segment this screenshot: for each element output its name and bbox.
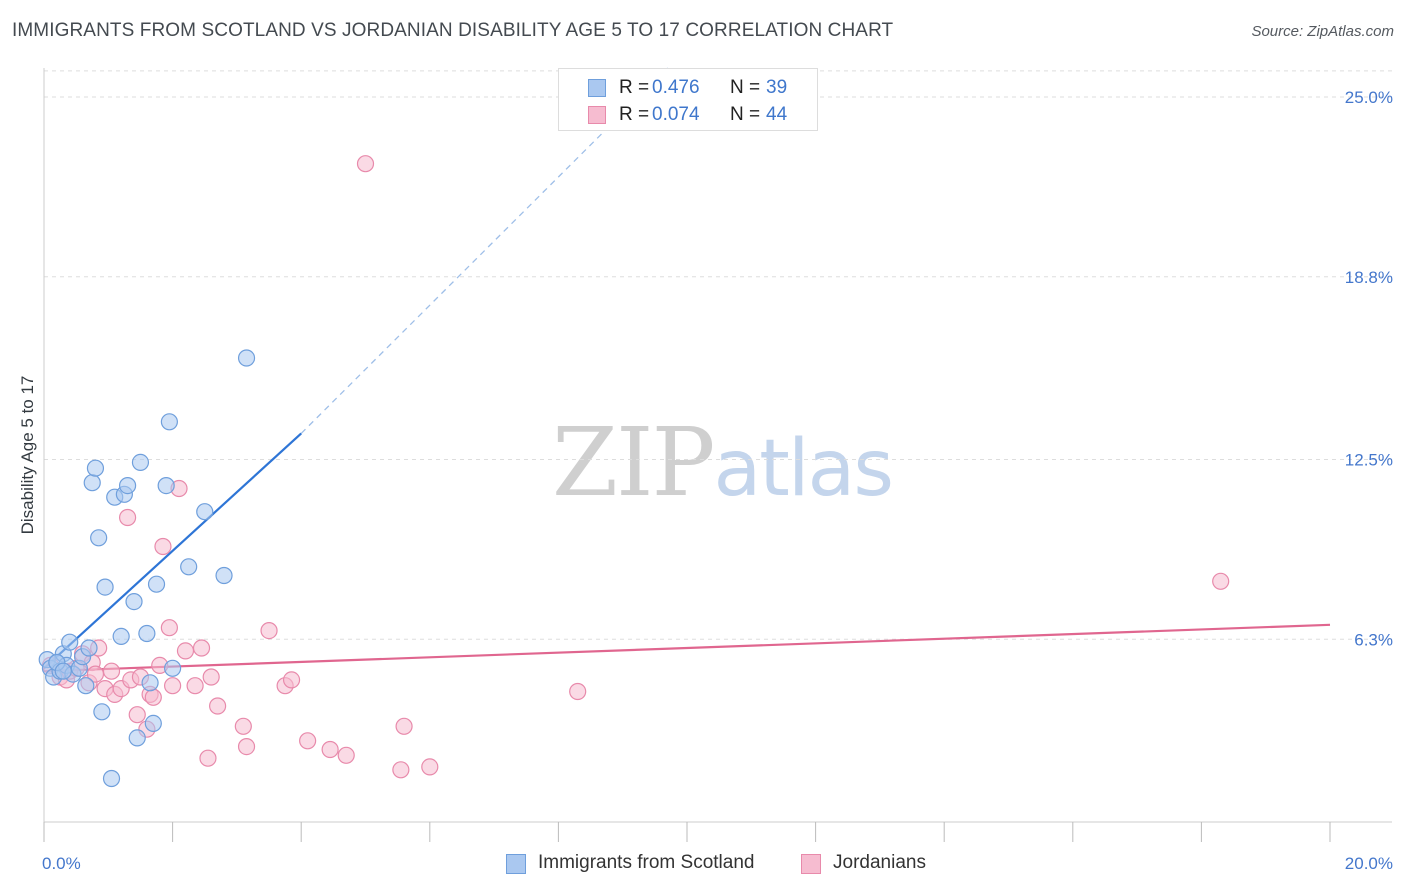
data-point-jordanians bbox=[202, 668, 220, 686]
data-point-jordanians bbox=[569, 682, 587, 701]
data-point-scotland bbox=[180, 558, 198, 576]
x-tick-labels: 0.0% 20.0% bbox=[42, 854, 1393, 873]
data-point-scotland bbox=[93, 703, 111, 721]
data-point-scotland bbox=[237, 349, 256, 367]
scotland-legend-swatch bbox=[506, 854, 526, 874]
data-point-jordanians bbox=[392, 761, 410, 779]
data-point-jordanians bbox=[260, 621, 278, 640]
watermark-zip: ZIP bbox=[552, 408, 715, 518]
y-tick-label: 18.8% bbox=[1345, 268, 1393, 287]
r-label: R = bbox=[619, 104, 650, 125]
data-point-scotland bbox=[125, 592, 143, 611]
data-point-jordanians bbox=[186, 677, 204, 695]
chart-title: IMMIGRANTS FROM SCOTLAND VS JORDANIAN DI… bbox=[12, 20, 894, 41]
trend-line-scotland bbox=[43, 432, 302, 670]
y-tick-label: 12.5% bbox=[1345, 451, 1393, 470]
data-point-scotland bbox=[138, 624, 156, 643]
data-point-scotland bbox=[77, 677, 95, 695]
points-jordanians bbox=[41, 155, 1230, 779]
data-point-scotland bbox=[164, 659, 182, 677]
data-point-scotland bbox=[141, 674, 159, 692]
data-point-jordanians bbox=[199, 749, 217, 767]
data-point-jordanians bbox=[395, 717, 413, 735]
data-point-jordanians bbox=[337, 746, 355, 764]
data-point-jordanians bbox=[1212, 572, 1230, 590]
data-point-scotland bbox=[118, 477, 137, 495]
data-point-scotland bbox=[54, 662, 72, 680]
trend-lines bbox=[43, 67, 1331, 673]
data-point-jordanians bbox=[102, 662, 121, 680]
n-value: 44 bbox=[766, 104, 788, 125]
data-point-scotland bbox=[160, 413, 178, 431]
x-tick-label: 20.0% bbox=[1345, 854, 1393, 873]
data-point-scotland bbox=[157, 477, 175, 495]
r-value: 0.074 bbox=[652, 104, 700, 125]
legend-label-scotland: Immigrants from Scotland bbox=[538, 852, 755, 873]
watermark: ZIPatlas bbox=[552, 408, 894, 518]
data-point-jordanians bbox=[421, 758, 439, 776]
data-point-jordanians bbox=[299, 732, 317, 750]
data-point-scotland bbox=[86, 459, 105, 477]
stats-legend-box: R = 0.476 N = 39 R = 0.074 N = 44 bbox=[558, 68, 818, 131]
jordanians-legend-swatch bbox=[801, 854, 821, 874]
data-point-jordanians bbox=[192, 639, 211, 657]
points-scotland bbox=[38, 349, 256, 788]
stats-row-scotland: R = 0.476 N = 39 bbox=[559, 75, 817, 102]
data-point-jordanians bbox=[234, 717, 252, 735]
n-label: N = bbox=[730, 104, 761, 125]
chart-legend: Immigrants from Scotland Jordanians bbox=[0, 852, 1406, 878]
source-label: Source: ZipAtlas.com bbox=[1251, 23, 1394, 40]
data-point-scotland bbox=[102, 769, 121, 788]
data-point-scotland bbox=[196, 503, 214, 521]
data-point-jordanians bbox=[321, 740, 339, 759]
scotland-swatch bbox=[588, 79, 606, 97]
axes bbox=[43, 68, 1392, 842]
data-point-jordanians bbox=[144, 688, 162, 706]
watermark-atlas: atlas bbox=[713, 424, 893, 514]
data-point-jordanians bbox=[176, 642, 195, 660]
data-point-jordanians bbox=[160, 619, 178, 637]
data-point-jordanians bbox=[128, 706, 146, 724]
y-tick-label: 25.0% bbox=[1345, 88, 1393, 107]
stats-row-jordanians: R = 0.074 N = 44 bbox=[559, 102, 817, 129]
data-point-scotland bbox=[215, 566, 233, 585]
y-tick-labels: 6.3% 12.5% 18.8% 25.0% bbox=[1345, 88, 1393, 649]
data-point-jordanians bbox=[282, 671, 301, 689]
x-tick-label: 0.0% bbox=[42, 854, 81, 873]
r-label: R = bbox=[619, 77, 650, 98]
data-point-scotland bbox=[112, 627, 130, 646]
y-tick-label: 6.3% bbox=[1354, 630, 1393, 649]
data-point-scotland bbox=[90, 529, 108, 547]
data-point-scotland bbox=[80, 639, 98, 657]
data-point-jordanians bbox=[237, 737, 256, 756]
data-point-scotland bbox=[144, 714, 162, 733]
data-point-jordanians bbox=[154, 537, 172, 556]
legend-label-jordanians: Jordanians bbox=[833, 852, 926, 873]
data-point-scotland bbox=[96, 578, 114, 596]
data-point-jordanians bbox=[356, 155, 375, 173]
data-point-jordanians bbox=[209, 697, 227, 715]
data-point-scotland bbox=[147, 575, 166, 593]
data-point-jordanians bbox=[164, 677, 182, 695]
r-value: 0.476 bbox=[652, 77, 700, 98]
data-point-scotland bbox=[83, 474, 101, 492]
data-point-scotland bbox=[61, 633, 79, 651]
jordanians-swatch bbox=[588, 106, 606, 124]
trend-line-jordanians bbox=[43, 623, 1331, 673]
data-point-scotland bbox=[128, 729, 146, 747]
data-point-scotland bbox=[131, 453, 150, 471]
n-label: N = bbox=[730, 77, 761, 98]
n-value: 39 bbox=[766, 77, 788, 98]
data-point-jordanians bbox=[118, 508, 137, 527]
